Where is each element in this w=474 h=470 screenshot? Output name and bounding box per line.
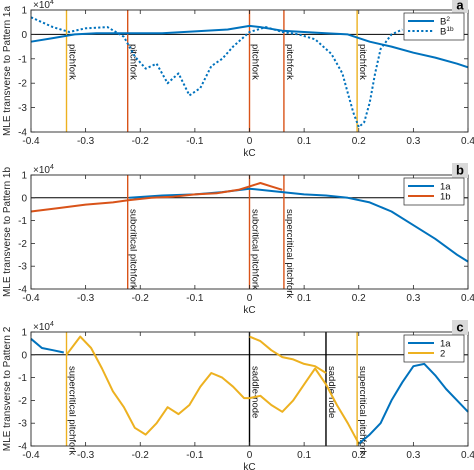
bifurcation-label: pitchfork [357, 44, 368, 80]
legend-label-superscript: 1b [446, 26, 454, 33]
x-tick-label: 0.2 [352, 450, 366, 461]
x-tick-label: -0.1 [186, 450, 204, 461]
panel-label-box [452, 0, 468, 13]
x-tick-label: 0.1 [297, 450, 311, 461]
legend-label: 1a [440, 339, 451, 350]
x-tick-label: -0.4 [22, 293, 40, 304]
legend-box [403, 12, 465, 41]
y-exponent-label: ×104 [33, 0, 54, 11]
y-exponent-label: ×104 [33, 321, 54, 333]
bifurcation-label: pitchfork [128, 44, 139, 80]
x-tick-label: 0.4 [461, 450, 474, 461]
bifurcation-label: subcritical pitchfork [250, 209, 261, 290]
chart-panel-b: subcritical pitchfork subcritical pitchfo… [18, 163, 474, 317]
x-tick-label: -0.1 [186, 136, 204, 147]
y-tick-label: -1 [18, 54, 27, 65]
y-exponent-label: ×104 [33, 164, 54, 176]
legend-label: 1b [440, 192, 451, 203]
series-line-1a [30, 338, 65, 354]
x-tick-label: -0.3 [77, 450, 95, 461]
x-tick-label: -0.3 [77, 136, 95, 147]
y-exponent-power: 4 [50, 0, 54, 6]
y-tick-label: -3 [18, 103, 27, 114]
chart-panels: pitchfork pitchfork pitchfork pitchfork pitc… [18, 0, 474, 470]
bifurcation-label: saddle-node [250, 366, 261, 418]
x-tick-label: -0.4 [22, 136, 40, 147]
legend-box [403, 334, 465, 363]
legend-label: B2 [440, 16, 450, 28]
panel-label: b [456, 163, 464, 178]
bifurcation-label: supercritical pitchfork [357, 366, 368, 455]
y-tick-label: -1 [18, 216, 27, 227]
chart-panel-c: supercritical pitchfork saddle-node saddle… [18, 320, 474, 470]
bifurcation-label: supercritical pitchfork [67, 366, 78, 455]
x-tick-label: 0.3 [406, 293, 420, 304]
x-tick-label: 0.4 [461, 136, 474, 147]
bifurcation-label: pitchfork [67, 44, 78, 80]
x-tick-label: -0.2 [132, 136, 150, 147]
bifurcation-label: pitchfork [284, 44, 295, 80]
x-tick-label: 0.2 [352, 293, 366, 304]
x-axis-label: kC [243, 462, 255, 470]
series-line-B2 [30, 24, 469, 69]
y-axis-label-top: MLE transverse to Pattern 1b [2, 167, 13, 298]
y-tick-label: -4 [18, 128, 27, 139]
bifurcation-label: supercritical pitchfork [284, 209, 295, 298]
series-line-2 [65, 335, 360, 445]
y-tick-label: 1 [21, 6, 27, 17]
series-line-2 [249, 335, 327, 374]
x-tick-label: -0.2 [132, 450, 150, 461]
x-tick-label: 0 [247, 450, 253, 461]
panel-label-box [452, 320, 468, 335]
y-tick-label: 0 [21, 350, 27, 361]
y-tick-label: -4 [18, 285, 27, 296]
x-tick-label: 0 [247, 293, 253, 304]
x-tick-label: -0.3 [77, 293, 95, 304]
x-tick-label: 0.3 [406, 136, 420, 147]
x-tick-label: 0.2 [352, 136, 366, 147]
y-tick-label: -1 [18, 373, 27, 384]
series-line-1a [358, 362, 469, 445]
series-line-1b [30, 182, 283, 213]
y-tick-label: -2 [18, 79, 27, 90]
y-tick-label: 0 [21, 30, 27, 41]
y-tick-label: -4 [18, 442, 27, 453]
panel-label: a [456, 0, 464, 13]
series-line-B1b [30, 16, 403, 129]
x-tick-label: -0.2 [132, 293, 150, 304]
y-tick-label: 1 [21, 171, 27, 182]
bifurcation-label: subcritical pitchfork [128, 209, 139, 290]
y-tick-label: 1 [21, 328, 27, 339]
y-tick-label: -2 [18, 239, 27, 250]
panel-label-box [452, 163, 468, 178]
chart-panel-a: pitchfork pitchfork pitchfork pitchfork pitc… [18, 0, 474, 159]
x-axis-label: kC [243, 305, 255, 316]
x-tick-label: 0.4 [461, 293, 474, 304]
y-tick-label: -3 [18, 419, 27, 430]
panel-label: c [456, 320, 463, 335]
bifurcation-label: pitchfork [250, 44, 261, 80]
y-exponent-power: 4 [50, 321, 54, 328]
y-tick-label: -2 [18, 396, 27, 407]
legend-box [403, 177, 465, 206]
y-axis-label-main: MLE transverse to Pattern 1a [2, 6, 13, 137]
y-tick-label: -3 [18, 262, 27, 273]
x-axis-label: kC [243, 148, 255, 159]
x-tick-label: 0.1 [297, 293, 311, 304]
x-tick-label: 0 [247, 136, 253, 147]
x-tick-label: -0.4 [22, 450, 40, 461]
legend-label: 1a [440, 182, 451, 193]
x-tick-label: 0.3 [406, 450, 420, 461]
y-axis-label-bottom: MLE transverse to Pattern 2 [2, 326, 13, 451]
bifurcation-label: saddle-node [326, 366, 337, 418]
y-exponent-power: 4 [50, 164, 54, 171]
x-tick-label: -0.1 [186, 293, 204, 304]
legend-label-superscript: 2 [446, 16, 450, 23]
x-tick-label: 0.1 [297, 136, 311, 147]
legend-label: 2 [440, 349, 445, 360]
y-tick-label: 0 [21, 193, 27, 204]
legend-label: B1b [440, 26, 454, 38]
